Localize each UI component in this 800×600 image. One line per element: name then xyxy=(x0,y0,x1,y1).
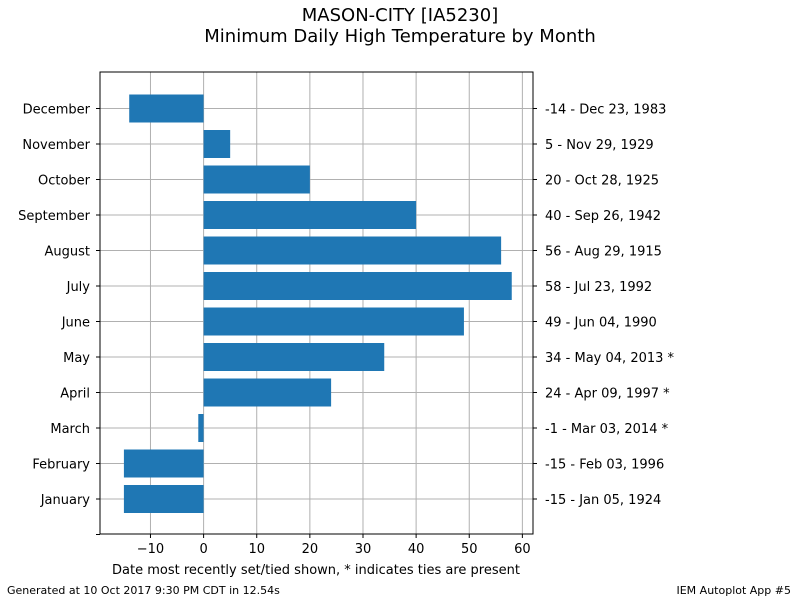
y-tick-label: January xyxy=(40,493,91,508)
x-tick-label: 50 xyxy=(461,542,478,557)
right-value-label: 5 - Nov 29, 1929 xyxy=(545,138,654,153)
x-tick-label: 10 xyxy=(248,542,265,557)
bar-january xyxy=(123,485,204,513)
y-tick-label: April xyxy=(60,387,90,402)
right-value-label: 34 - May 04, 2013 * xyxy=(545,351,675,366)
bar-march xyxy=(198,414,204,442)
chart-title: MASON-CITY [IA5230] xyxy=(301,5,499,26)
right-value-label: 58 - Jul 23, 1992 xyxy=(545,280,652,295)
bar-june xyxy=(203,307,464,336)
plot-frame xyxy=(99,71,534,535)
bar-december xyxy=(129,94,204,123)
right-value-label: -15 - Jan 05, 1924 xyxy=(545,493,661,508)
x-tick-label: 0 xyxy=(199,542,207,557)
x-axis-label: Date most recently set/tied shown, * ind… xyxy=(112,563,520,578)
bar-november xyxy=(203,130,231,158)
right-value-label: 20 - Oct 28, 1925 xyxy=(545,174,659,189)
bar-july xyxy=(203,272,512,300)
y-tick-label: September xyxy=(18,209,91,224)
right-value-label: 49 - Jun 04, 1990 xyxy=(545,316,657,331)
right-value-label: 56 - Aug 29, 1915 xyxy=(545,245,662,260)
x-tick-label: 30 xyxy=(355,542,372,557)
y-tick-label: October xyxy=(38,174,91,189)
ticks: −10 0 10 20 30 40 50 60 January -15 - Jan 05, 192… xyxy=(18,103,674,558)
bar-april xyxy=(203,378,332,407)
right-value-label: -1 - Mar 03, 2014 * xyxy=(545,422,669,437)
bar-september xyxy=(203,201,417,229)
footer-generated: Generated at 10 Oct 2017 9:30 PM CDT in … xyxy=(7,584,280,597)
y-tick-label: February xyxy=(32,458,90,473)
x-tick-label: −10 xyxy=(137,542,164,557)
bar-may xyxy=(203,343,385,371)
bars xyxy=(123,94,512,513)
y-tick-label: July xyxy=(66,280,91,295)
right-value-label: -14 - Dec 23, 1983 xyxy=(545,103,666,118)
right-value-label: 24 - Apr 09, 1997 * xyxy=(545,387,670,402)
x-tick-label: 40 xyxy=(408,542,425,557)
y-tick-label: December xyxy=(23,103,91,118)
y-tick-label: November xyxy=(22,138,90,153)
y-tick-label: May xyxy=(63,351,90,366)
bar-october xyxy=(203,165,310,194)
footer-app: IEM Autoplot App #5 xyxy=(676,584,791,597)
right-value-label: -15 - Feb 03, 1996 xyxy=(545,458,664,473)
y-tick-label: March xyxy=(50,422,90,437)
chart-subtitle: Minimum Daily High Temperature by Month xyxy=(204,26,596,47)
x-tick-label: 20 xyxy=(302,542,319,557)
y-tick-label: June xyxy=(61,316,90,331)
bar-august xyxy=(203,236,502,265)
y-tick-label: August xyxy=(45,245,91,260)
x-tick-label: 60 xyxy=(514,542,531,557)
bar-february xyxy=(123,449,204,478)
right-value-label: 40 - Sep 26, 1942 xyxy=(545,209,661,224)
